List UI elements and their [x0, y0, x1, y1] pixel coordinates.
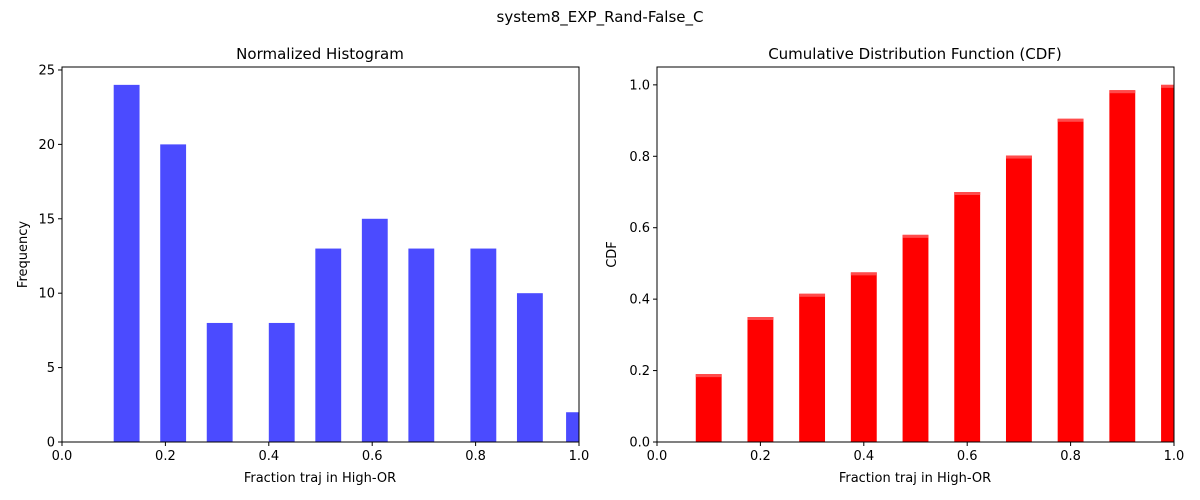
cdf-bar-cap — [1057, 118, 1084, 122]
histogram-bars — [113, 84, 579, 442]
cdf-y-tick-label: 0.2 — [629, 364, 650, 379]
cdf-x-tick-label: 0.0 — [647, 449, 668, 464]
histogram-y-tick-label: 10 — [38, 287, 55, 302]
histogram-x-tick-label: 0.4 — [258, 449, 279, 464]
cdf-y-label: CDF — [605, 241, 620, 268]
cdf-y-tick-label: 0.8 — [629, 150, 650, 165]
histogram-title: Normalized Histogram — [236, 45, 404, 63]
cdf-x-ticks: 0.0 0.2 0.4 0.6 0.8 1.0 — [647, 442, 1185, 464]
histogram-y-tick-label: 0 — [47, 436, 55, 451]
histogram-x-tick-label: 0.2 — [155, 449, 176, 464]
cdf-y-tick-label: 0.0 — [629, 436, 650, 451]
cdf-bar — [747, 317, 774, 442]
cdf-bar — [1057, 118, 1084, 442]
cdf-x-label: Fraction traj in High-OR — [839, 471, 991, 486]
histogram-x-tick-label: 0.8 — [465, 449, 486, 464]
histogram-chart: 0.0 0.2 0.4 0.6 0.8 1.0 0 5 10 15 20 25 Normalized… — [16, 45, 590, 486]
cdf-x-tick-label: 0.8 — [1060, 449, 1081, 464]
cdf-title: Cumulative Distribution Function (CDF) — [768, 45, 1062, 63]
cdf-bar-cap — [902, 234, 929, 238]
cdf-x-tick-label: 0.4 — [853, 449, 874, 464]
histogram-bar — [408, 248, 435, 442]
cdf-bar — [799, 293, 826, 442]
cdf-bar — [695, 374, 722, 442]
histogram-y-label: Frequency — [16, 221, 31, 288]
histogram-bar — [268, 322, 295, 442]
cdf-bar — [1161, 84, 1174, 442]
histogram-y-tick-label: 25 — [38, 63, 55, 78]
histogram-bar — [206, 322, 233, 442]
cdf-bar — [850, 272, 877, 442]
histogram-x-label: Fraction traj in High-OR — [244, 471, 396, 486]
histogram-y-tick-label: 15 — [38, 212, 55, 227]
cdf-bar-cap — [1005, 155, 1032, 159]
histogram-bar — [361, 218, 388, 442]
histogram-bar — [470, 248, 497, 442]
cdf-bar-cap — [747, 317, 774, 320]
figure-suptitle: system8_EXP_Rand-False_C — [497, 8, 704, 27]
cdf-bar-cap — [1109, 90, 1136, 94]
cdf-bars — [695, 84, 1174, 442]
histogram-bar — [516, 293, 543, 442]
cdf-x-tick-label: 0.6 — [957, 449, 978, 464]
histogram-axes-frame — [61, 66, 580, 443]
cdf-axes-frame — [656, 66, 1175, 443]
cdf-bar-cap — [954, 192, 981, 195]
histogram-bar — [160, 144, 187, 442]
histogram-x-tick-label: 0.0 — [52, 449, 73, 464]
cdf-bar-cap — [1161, 84, 1174, 88]
cdf-x-tick-label: 0.2 — [750, 449, 771, 464]
cdf-bar — [1005, 155, 1032, 442]
histogram-y-ticks: 0 5 10 15 20 25 — [38, 63, 62, 451]
cdf-x-tick-label: 1.0 — [1164, 449, 1185, 464]
cdf-y-tick-label: 0.4 — [629, 293, 650, 308]
cdf-bar — [902, 234, 929, 442]
cdf-bar-cap — [799, 293, 826, 297]
cdf-chart: 0.0 0.2 0.4 0.6 0.8 1.0 0.0 0.2 0.4 0.6 0.8 1.0 Cu… — [605, 45, 1185, 486]
cdf-y-ticks: 0.0 0.2 0.4 0.6 0.8 1.0 — [629, 78, 657, 451]
histogram-bar — [113, 84, 140, 442]
histogram-x-tick-label: 1.0 — [569, 449, 590, 464]
histogram-bar — [315, 248, 342, 442]
cdf-y-tick-label: 0.6 — [629, 221, 650, 236]
histogram-x-tick-label: 0.6 — [362, 449, 383, 464]
cdf-bar — [954, 192, 981, 442]
histogram-x-ticks: 0.0 0.2 0.4 0.6 0.8 1.0 — [52, 442, 590, 464]
histogram-y-tick-label: 20 — [38, 138, 55, 153]
histogram-y-tick-label: 5 — [47, 361, 55, 376]
cdf-bar — [1109, 90, 1136, 442]
cdf-y-tick-label: 1.0 — [629, 78, 650, 93]
histogram-bar — [566, 412, 579, 442]
cdf-bar-cap — [695, 374, 722, 378]
cdf-bar-cap — [850, 272, 877, 276]
